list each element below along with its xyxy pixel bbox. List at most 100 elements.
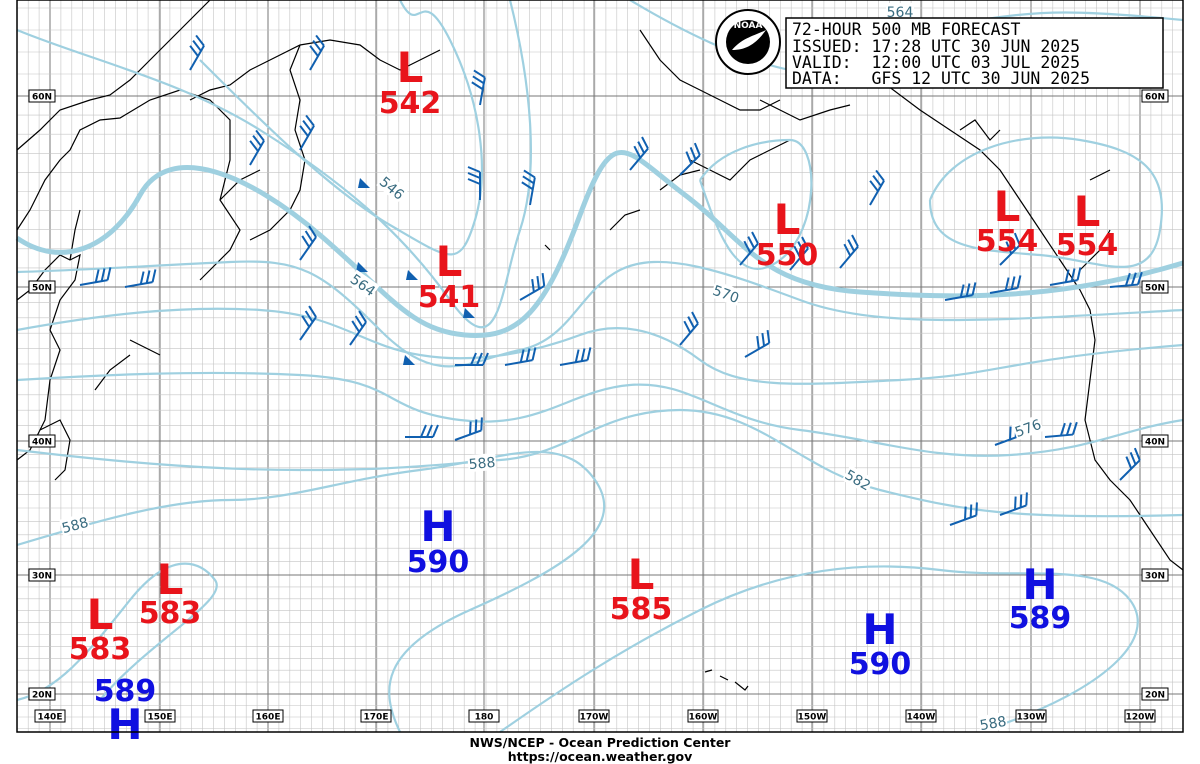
wind-barb — [519, 272, 546, 301]
contour-line — [928, 136, 1163, 268]
barb-flag — [249, 140, 259, 152]
contour-label: 588 — [979, 714, 1008, 734]
wind-barb — [471, 69, 486, 106]
contour-label-bg — [59, 512, 91, 537]
barb-flag — [756, 335, 760, 350]
barb-flag — [521, 181, 534, 191]
center-value: 554 — [1056, 228, 1119, 263]
barb-staff — [349, 321, 367, 346]
barb-staff — [529, 177, 536, 206]
center-letter: L — [994, 182, 1021, 231]
map-frame — [16, 0, 1184, 733]
barb-flag — [536, 275, 541, 290]
barb-staff — [789, 247, 809, 271]
barb-staff — [1044, 433, 1073, 438]
barb-staff — [249, 140, 265, 166]
barb-flag — [473, 69, 486, 79]
wind-barb — [989, 275, 1022, 294]
footer-url: https://ocean.weather.gov — [508, 749, 693, 764]
barb-staff — [944, 294, 973, 301]
axis-label-box — [28, 89, 56, 103]
barb-staff — [629, 147, 649, 171]
barb-flag — [1125, 456, 1133, 470]
barb-flag — [761, 332, 766, 347]
wind-barb — [299, 305, 317, 341]
center-value: 583 — [139, 596, 202, 631]
barb-flag — [470, 352, 477, 366]
axis-label: 140E — [38, 713, 63, 723]
axis-label-box — [468, 709, 500, 723]
barb-flag — [1013, 232, 1021, 246]
axis-label: 40N — [1145, 438, 1165, 448]
barb-flag — [351, 320, 361, 333]
barb-flag — [637, 141, 646, 154]
barb-flag — [683, 320, 692, 334]
barb-staff — [479, 77, 486, 106]
barb-flag — [1016, 275, 1022, 289]
barb-flag — [847, 239, 856, 252]
wind-barb — [299, 225, 317, 261]
barb-staff — [189, 45, 205, 71]
barb-flag — [299, 125, 309, 137]
wind-barb — [739, 231, 759, 266]
barb-staff — [869, 180, 885, 206]
wind-barb — [504, 347, 537, 366]
barb-flag — [751, 231, 759, 245]
center-value: 554 — [976, 224, 1039, 259]
wind-barb — [79, 267, 112, 286]
barb-flag — [797, 241, 806, 254]
barb-flag — [255, 129, 265, 142]
barb-flag — [693, 142, 701, 156]
logo-text: NOAA — [734, 21, 763, 31]
center-letter: L — [628, 550, 655, 599]
barb-staff — [309, 45, 325, 71]
center-value: 583 — [69, 632, 132, 667]
center-letter: H — [1022, 560, 1057, 609]
barb-flag — [1076, 267, 1082, 281]
contour-label-group: 588 — [59, 512, 91, 537]
barb-staff — [454, 429, 482, 441]
axis-label: 30N — [32, 572, 52, 582]
barb-flag — [689, 147, 697, 160]
barb-flag — [743, 240, 752, 254]
contour-line — [16, 371, 1184, 457]
contour-label-bg — [467, 452, 497, 473]
barb-flag — [580, 348, 586, 362]
barb-flag — [523, 169, 536, 179]
contour-label: 588 — [468, 455, 496, 473]
axis-label-box — [1124, 709, 1156, 723]
barb-flag — [747, 236, 756, 249]
barb-staff — [299, 316, 317, 341]
barb-flag — [964, 506, 967, 520]
center-letter: L — [87, 590, 114, 639]
barb-flag — [969, 504, 973, 518]
barb-flag — [531, 347, 537, 361]
barb-staff — [839, 245, 859, 269]
wind-pennant — [406, 270, 418, 280]
center-letter: L — [157, 555, 184, 604]
axis-label-box — [905, 709, 937, 723]
wind-barb — [455, 352, 489, 366]
barb-flag — [1136, 271, 1143, 285]
contour-label-bg — [1011, 414, 1044, 441]
barb-staff — [949, 514, 977, 526]
barb-flag — [1133, 447, 1141, 461]
barb-flag — [467, 178, 481, 185]
center-letter: L — [397, 43, 424, 92]
contour-line — [16, 0, 532, 329]
wind-barb — [949, 502, 978, 526]
wind-barb — [1049, 267, 1082, 286]
barb-flag — [875, 169, 885, 182]
barb-staff — [989, 287, 1018, 294]
title-box-frame — [785, 17, 1164, 89]
barb-flag — [766, 329, 771, 344]
contour-label-group: 564 — [886, 3, 914, 21]
barb-flag — [574, 349, 580, 363]
axis-label-box — [34, 709, 66, 723]
barb-flag — [1124, 272, 1131, 286]
axis-label: 20N — [1145, 691, 1165, 701]
barb-flag — [1009, 426, 1012, 440]
axis-label: 170E — [364, 713, 389, 723]
title-line: VALID: 12:00 UTC 03 JUL 2025 — [792, 53, 1080, 72]
